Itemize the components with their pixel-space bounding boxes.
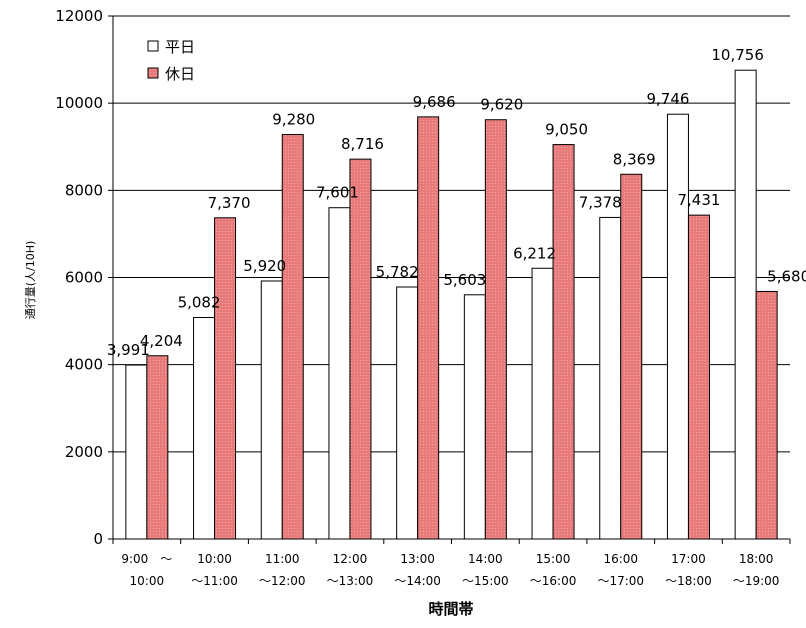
data-label-holiday: 4,204: [140, 332, 183, 350]
bar-holiday: [687, 214, 710, 540]
legend-label-holiday: 休日: [165, 65, 195, 83]
x-tick-label: 14:00: [468, 552, 503, 566]
bar-holiday: [620, 173, 643, 540]
data-label-holiday: 8,716: [341, 135, 384, 153]
x-tick-label: ～19:00: [733, 574, 780, 588]
bar-weekday: [734, 69, 757, 540]
x-tick-label: ～16:00: [530, 574, 577, 588]
data-label-weekday: 5,082: [178, 294, 221, 312]
bar-weekday: [328, 207, 351, 540]
y-axis-label: 通行量(人/10H): [24, 241, 37, 320]
bar-weekday: [463, 294, 486, 540]
data-label-weekday: 5,782: [376, 263, 419, 281]
x-tick-label: ～12:00: [259, 574, 306, 588]
legend-swatch-holiday: [147, 67, 159, 79]
bar-holiday: [417, 116, 440, 540]
data-label-holiday: 9,050: [545, 121, 588, 139]
data-label-holiday: 9,620: [480, 96, 523, 114]
bar-weekday: [396, 286, 419, 540]
y-tick-label: 2000: [65, 443, 103, 461]
bars: [125, 69, 778, 540]
bar-holiday: [349, 158, 372, 540]
legend-label-weekday: 平日: [165, 38, 195, 56]
bar-holiday: [755, 290, 778, 540]
x-tick-label: 17:00: [671, 552, 706, 566]
x-tick-label: 11:00: [265, 552, 300, 566]
data-label-holiday: 8,369: [613, 150, 656, 168]
bar-weekday: [666, 113, 689, 540]
bar-holiday: [146, 355, 169, 540]
data-label-weekday: 10,756: [711, 46, 764, 64]
data-label-weekday: 3,991: [107, 341, 150, 359]
x-tick-label: 10:00: [197, 552, 232, 566]
bar-weekday: [193, 317, 216, 540]
y-tick-label: 12000: [55, 7, 103, 25]
x-tick-label: 13:00: [400, 552, 435, 566]
legend: 平日 休日: [139, 28, 222, 87]
data-labels: 3,991 5,082 5,920 7,601 5,782 5,603 6,212 7,378…: [107, 46, 806, 359]
data-label-weekday: 5,603: [443, 271, 486, 289]
legend-swatch-weekday: [147, 40, 159, 52]
y-tick-label: 10000: [55, 94, 103, 112]
data-label-holiday: 5,680: [767, 267, 806, 285]
bar-holiday: [552, 144, 575, 540]
x-tick-label: 12:00: [333, 552, 368, 566]
y-tick-label: 6000: [65, 269, 103, 287]
bar-weekday: [125, 364, 148, 540]
bar-weekday: [260, 280, 283, 540]
x-tick-label: ～11:00: [191, 574, 238, 588]
bar-weekday: [531, 267, 554, 540]
x-tick-label: ～17:00: [597, 574, 644, 588]
x-tick-label: ～14:00: [394, 574, 441, 588]
x-axis-label: 時間帯: [428, 600, 473, 618]
y-tick-label: 4000: [65, 356, 103, 374]
data-label-holiday: 9,686: [413, 93, 456, 111]
bar-weekday: [599, 216, 622, 540]
data-label-holiday: 9,280: [272, 111, 315, 129]
data-label-weekday: 7,378: [579, 193, 622, 211]
x-tick-label: ～18:00: [665, 574, 712, 588]
data-label-weekday: 9,746: [646, 90, 689, 108]
data-label-weekday: 5,920: [243, 257, 286, 275]
y-tick-label: 8000: [65, 181, 103, 199]
data-label-holiday: 7,431: [677, 191, 720, 209]
bar-holiday: [281, 134, 304, 540]
x-tick-label: ～15:00: [462, 574, 509, 588]
bar-holiday: [484, 119, 507, 540]
x-tick-label: 9:00 ～: [121, 552, 172, 566]
x-tick-label: 16:00: [603, 552, 638, 566]
data-label-weekday: 7,601: [316, 184, 359, 202]
data-label-holiday: 7,370: [208, 194, 251, 212]
data-label-weekday: 6,212: [513, 244, 556, 262]
x-tick-label: 15:00: [536, 552, 571, 566]
x-tick-label: 18:00: [739, 552, 774, 566]
x-axis-ticks: 9:00 ～ 10:00 10:00 ～11:00 11:00 ～12:00 12:00 ～1…: [112, 539, 791, 588]
x-tick-label: ～13:00: [327, 574, 374, 588]
bar-holiday: [214, 217, 237, 540]
y-tick-label: 0: [93, 530, 103, 548]
x-tick-label: 10:00: [130, 574, 165, 588]
y-axis-ticks: 0 2000 4000 6000 8000 10000 12000: [55, 7, 113, 548]
